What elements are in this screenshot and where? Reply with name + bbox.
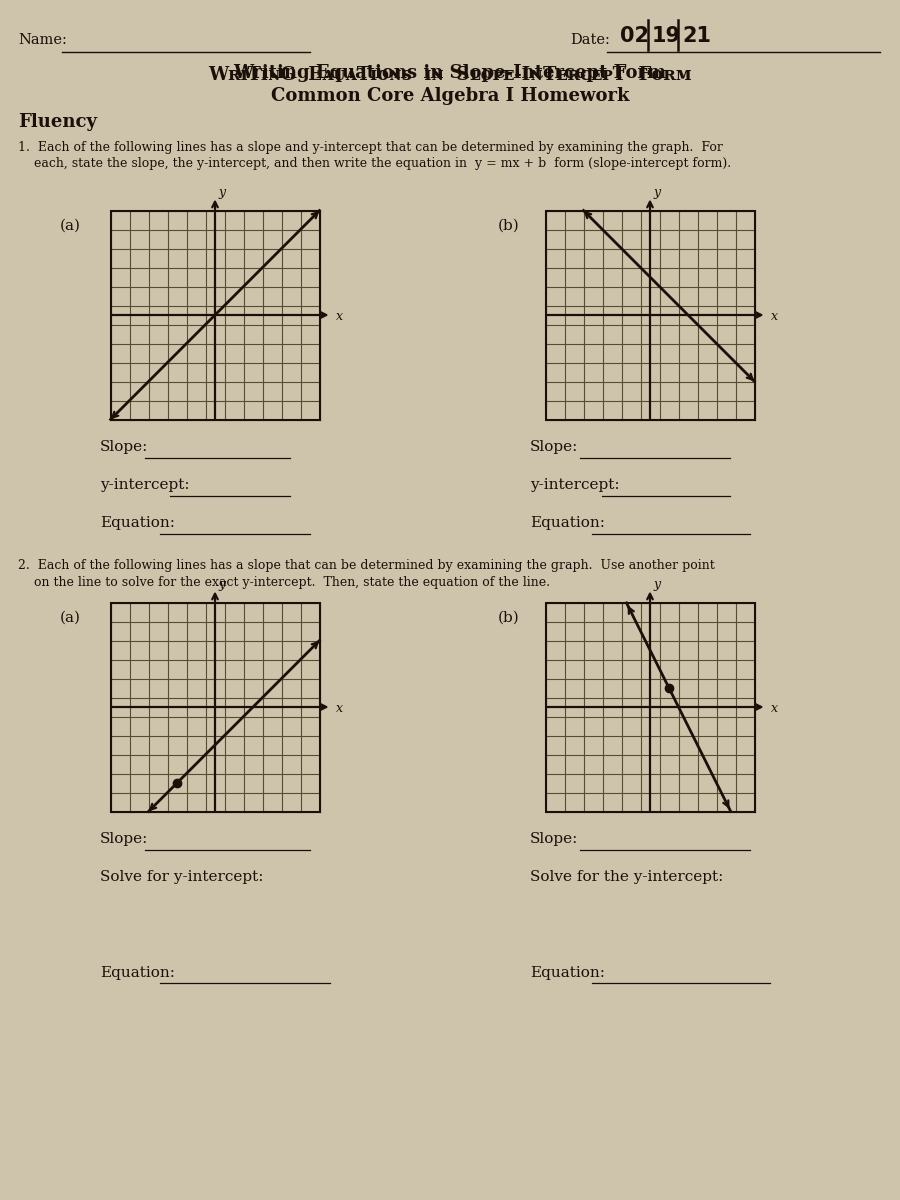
Text: Slope:: Slope: bbox=[100, 440, 148, 455]
Text: y: y bbox=[653, 578, 660, 590]
Text: x: x bbox=[770, 702, 778, 714]
Bar bbox=[111, 210, 320, 420]
Text: x: x bbox=[770, 310, 778, 323]
Text: Slope:: Slope: bbox=[530, 833, 579, 846]
Text: each, state the slope, the y-intercept, and then write the equation in  y = mx +: each, state the slope, the y-intercept, … bbox=[18, 157, 731, 170]
Text: 21: 21 bbox=[682, 26, 711, 46]
Bar bbox=[111, 602, 320, 811]
Bar bbox=[111, 210, 320, 420]
Text: (a): (a) bbox=[60, 611, 81, 625]
Text: (a): (a) bbox=[60, 218, 81, 233]
Text: Equation:: Equation: bbox=[100, 966, 175, 979]
Text: Equation:: Equation: bbox=[530, 966, 605, 979]
Text: y: y bbox=[218, 186, 225, 199]
Text: Solve for y-intercept:: Solve for y-intercept: bbox=[100, 870, 264, 884]
Text: on the line to solve for the exact y-intercept.  Then, state the equation of the: on the line to solve for the exact y-int… bbox=[18, 576, 550, 589]
Text: Common Core Algebra I Homework: Common Core Algebra I Homework bbox=[271, 86, 629, 104]
Bar bbox=[111, 602, 320, 811]
Text: (b): (b) bbox=[498, 218, 520, 233]
Bar bbox=[545, 210, 754, 420]
Bar bbox=[545, 602, 754, 811]
Text: x: x bbox=[336, 702, 343, 714]
Text: Name:: Name: bbox=[18, 32, 67, 47]
Text: Solve for the y-intercept:: Solve for the y-intercept: bbox=[530, 870, 724, 884]
Text: Slope:: Slope: bbox=[100, 833, 148, 846]
Text: Date:: Date: bbox=[570, 32, 610, 47]
Text: Fluency: Fluency bbox=[18, 113, 97, 131]
Text: Equation:: Equation: bbox=[100, 516, 175, 530]
Text: y-intercept:: y-intercept: bbox=[530, 479, 619, 492]
Text: 02: 02 bbox=[620, 26, 649, 46]
Text: y: y bbox=[653, 186, 660, 199]
Text: Equation:: Equation: bbox=[530, 516, 605, 530]
Text: 19: 19 bbox=[652, 26, 681, 46]
Text: 1.  Each of the following lines has a slope and y-intercept that can be determin: 1. Each of the following lines has a slo… bbox=[18, 140, 723, 154]
Text: 2.  Each of the following lines has a slope that can be determined by examining : 2. Each of the following lines has a slo… bbox=[18, 559, 715, 572]
Text: (b): (b) bbox=[498, 611, 520, 625]
Text: Writing Equations in Slope-Intercept Form: Writing Equations in Slope-Intercept For… bbox=[233, 64, 667, 82]
Bar bbox=[545, 602, 754, 811]
Text: y: y bbox=[218, 578, 225, 590]
Bar bbox=[545, 210, 754, 420]
Text: Slope:: Slope: bbox=[530, 440, 579, 455]
Text: y-intercept:: y-intercept: bbox=[100, 479, 190, 492]
Text: x: x bbox=[336, 310, 343, 323]
Text: WʀɪTɪɴG  EᴀᴜᴀTɪᴏɴs  ɪɴ  Sʟᴏᴘᴇ-IɴTᴇʀᴄᴇᴘT  Fᴏʀᴍ: WʀɪTɪɴG EᴀᴜᴀTɪᴏɴs ɪɴ Sʟᴏᴘᴇ-IɴTᴇʀᴄᴇᴘT Fᴏʀ… bbox=[208, 66, 692, 84]
